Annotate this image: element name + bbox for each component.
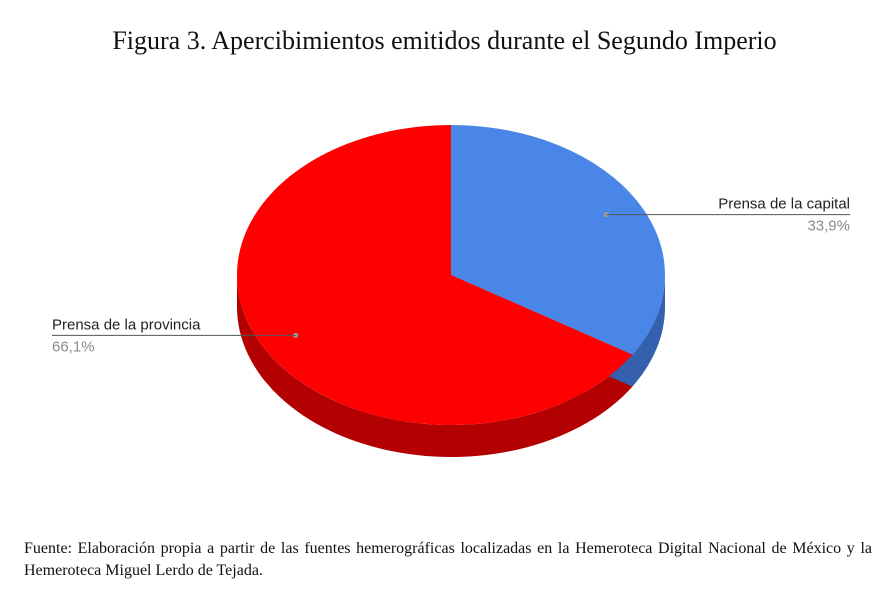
pie-side-1 — [237, 275, 633, 457]
pie-slice-0 — [451, 125, 665, 355]
pie-labels: Prensa de la capital 33,9% Prensa de la pr… — [52, 196, 850, 355]
slice-name-label-1: Prensa de la provincia — [52, 316, 201, 333]
pie-slices — [236, 125, 665, 426]
slice-value-label-1: 66,1% — [52, 338, 95, 355]
pie-side-0 — [632, 275, 665, 387]
pie-slice-1 — [236, 125, 633, 426]
source-note: Fuente: Elaboración propia a partir de l… — [24, 540, 872, 579]
chart-title: Figura 3. Apercibimientos emitidos duran… — [112, 26, 777, 55]
slice-value-label-0: 33,9% — [807, 218, 850, 235]
pie-chart: Prensa de la capital 33,9% Prensa de la pr… — [52, 125, 850, 457]
slice-name-label-0: Prensa de la capital — [718, 196, 850, 213]
